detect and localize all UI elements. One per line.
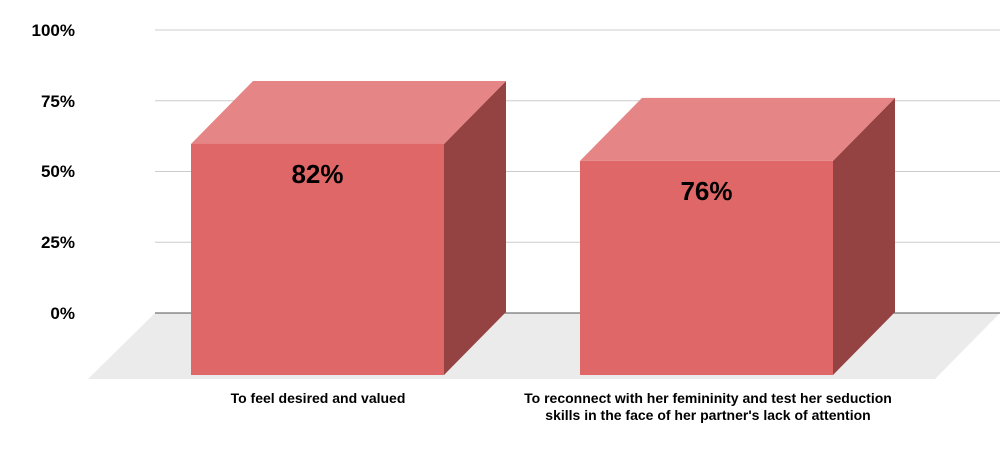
y-tick-label: 0% <box>50 304 75 323</box>
data-label: 82% <box>291 159 343 189</box>
bar <box>580 97 895 376</box>
bar-top-face <box>580 97 895 161</box>
data-label: 76% <box>680 176 732 206</box>
y-tick-label: 75% <box>41 92 75 111</box>
bar-front-face <box>191 143 444 375</box>
x-category-label: To reconnect with her femininity and tes… <box>524 390 892 423</box>
bars <box>191 80 895 376</box>
y-axis: 100% 75% 50% 25% 0% <box>32 21 75 323</box>
bar <box>191 80 506 375</box>
y-tick-label: 50% <box>41 162 75 181</box>
bar-side-face <box>833 97 895 376</box>
y-tick-label: 25% <box>41 233 75 252</box>
bar-front-face <box>580 160 833 375</box>
x-category-label: To feel desired and valued <box>230 390 406 406</box>
data-labels: 82% 76% <box>291 159 732 206</box>
bar-side-face <box>444 80 506 375</box>
y-tick-label: 100% <box>32 21 75 40</box>
bar-top-face <box>191 80 506 144</box>
